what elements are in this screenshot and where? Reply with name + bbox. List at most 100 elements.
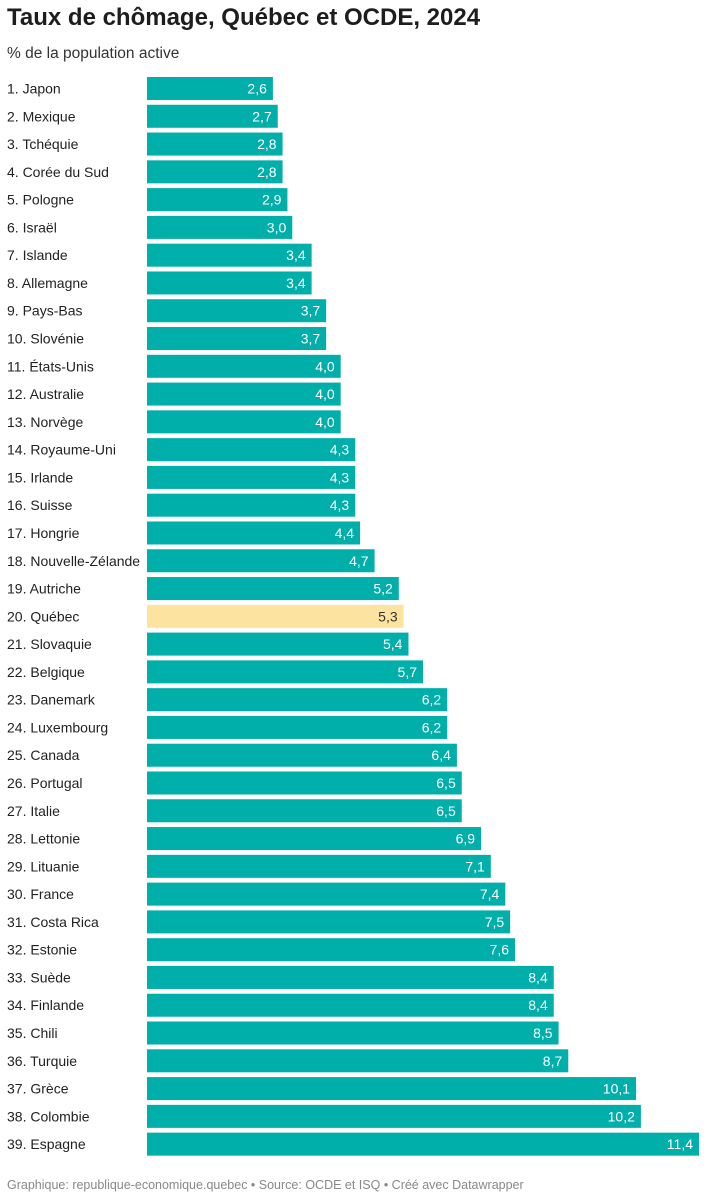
value-label: 3,4 (286, 247, 306, 263)
bar-row: 38. Colombie 10,2 (7, 1104, 641, 1128)
category-label: 31. Costa Rica (7, 914, 99, 930)
bar-row: 8. Allemagne 3,4 (7, 271, 312, 295)
bar-row: 2. Mexique 2,7 (7, 104, 278, 128)
bar (147, 799, 462, 823)
category-label: 1. Japon (7, 81, 61, 97)
value-label: 8,7 (543, 1053, 563, 1069)
category-label: 12. Australie (7, 386, 84, 402)
value-label: 10,2 (608, 1108, 635, 1124)
bar (147, 77, 273, 100)
bar-row: 31. Costa Rica 7,5 (7, 910, 511, 934)
bar (147, 327, 327, 351)
value-label: 7,5 (485, 914, 505, 930)
bar-row: 5. Pologne 2,9 (7, 188, 288, 212)
bar (147, 188, 288, 212)
value-label: 11,4 (667, 1136, 693, 1152)
category-label: 26. Portugal (7, 775, 83, 791)
bar-row: 18. Nouvelle-Zélande 4,7 (7, 549, 375, 573)
bar (147, 1049, 569, 1073)
bar-row: 7. Islande 3,4 (7, 243, 312, 267)
value-label: 4,3 (330, 469, 350, 485)
category-label: 20. Québec (7, 608, 79, 624)
value-label: 6,4 (431, 747, 451, 763)
category-label: 16. Suisse (7, 497, 73, 513)
bar-row: 14. Royaume-Uni 4,3 (7, 438, 356, 462)
bar-row: 12. Australie 4,0 (7, 382, 341, 406)
category-label: 30. France (7, 886, 74, 902)
bar (147, 299, 327, 323)
category-label: 32. Estonie (7, 942, 77, 958)
bar (147, 493, 356, 517)
category-label: 37. Grèce (7, 1081, 69, 1097)
value-label: 4,0 (315, 386, 335, 402)
bar (147, 938, 515, 962)
value-label: 2,8 (257, 136, 277, 152)
bar-row: 22. Belgique 5,7 (7, 660, 423, 684)
bar (147, 521, 361, 545)
value-label: 4,0 (315, 414, 335, 430)
bar-row: 30. France 7,4 (7, 882, 506, 906)
bar-row: 6. Israël 3,0 (7, 215, 293, 239)
bar (147, 243, 312, 267)
value-label: 6,2 (422, 719, 442, 735)
category-label: 11. États-Unis (7, 358, 94, 374)
bar (147, 354, 341, 378)
bar (147, 632, 409, 656)
category-label: 29. Lituanie (7, 858, 80, 874)
category-label: 10. Slovénie (7, 331, 84, 347)
bar-row: 28. Lettonie 6,9 (7, 827, 482, 851)
category-label: 35. Chili (7, 1025, 58, 1041)
bar-row: 20. Québec 5,3 (7, 604, 404, 628)
bar (147, 1104, 641, 1128)
value-label: 6,5 (436, 775, 456, 791)
bar-row: 34. Finlande 8,4 (7, 993, 554, 1017)
bar (147, 382, 341, 406)
value-label: 2,6 (247, 81, 267, 97)
bar-row: 21. Slovaquie 5,4 (7, 632, 409, 656)
bar (147, 743, 457, 767)
value-label: 5,3 (378, 608, 398, 624)
bar (147, 410, 341, 434)
category-label: 17. Hongrie (7, 525, 80, 541)
value-label: 2,7 (252, 108, 272, 124)
value-label: 7,1 (465, 858, 485, 874)
bar (147, 1021, 559, 1045)
value-label: 5,4 (383, 636, 403, 652)
bar-row: 19. Autriche 5,2 (7, 577, 399, 601)
bar (147, 271, 312, 295)
bar (147, 715, 448, 739)
bar-row: 29. Lituanie 7,1 (7, 854, 491, 878)
bar (147, 965, 554, 989)
category-label: 5. Pologne (7, 192, 74, 208)
bar-row: 33. Suède 8,4 (7, 965, 554, 989)
bar (147, 827, 482, 851)
bar (147, 160, 283, 184)
value-label: 5,2 (373, 581, 393, 597)
value-label: 7,4 (480, 886, 500, 902)
bar (147, 993, 554, 1017)
bar (147, 1132, 699, 1156)
category-label: 7. Islande (7, 247, 68, 263)
category-label: 39. Espagne (7, 1136, 86, 1152)
value-label: 8,4 (528, 969, 548, 985)
value-label: 4,3 (330, 497, 350, 513)
category-label: 23. Danemark (7, 692, 96, 708)
bar-row: 23. Danemark 6,2 (7, 688, 448, 712)
bar-chart: 1. Japon 2,62. Mexique 2,73. Tchéquie 2,84.… (7, 77, 699, 1156)
category-label: 9. Pays-Bas (7, 303, 82, 319)
bar (147, 104, 278, 128)
category-label: 18. Nouvelle-Zélande (7, 553, 140, 569)
bar-row: 39. Espagne 11,4 (7, 1132, 699, 1156)
value-label: 2,9 (262, 192, 282, 208)
value-label: 7,6 (490, 942, 510, 958)
bar-row: 9. Pays-Bas 3,7 (7, 299, 327, 323)
bar (147, 882, 506, 906)
value-label: 3,7 (301, 331, 321, 347)
bar-row: 15. Irlande 4,3 (7, 465, 356, 489)
bar-row: 35. Chili 8,5 (7, 1021, 559, 1045)
bar-row: 37. Grèce 10,1 (7, 1077, 637, 1101)
bar (147, 465, 356, 489)
value-label: 8,5 (533, 1025, 553, 1041)
value-label: 6,5 (436, 803, 456, 819)
bar-row: 3. Tchéquie 2,8 (7, 132, 283, 156)
